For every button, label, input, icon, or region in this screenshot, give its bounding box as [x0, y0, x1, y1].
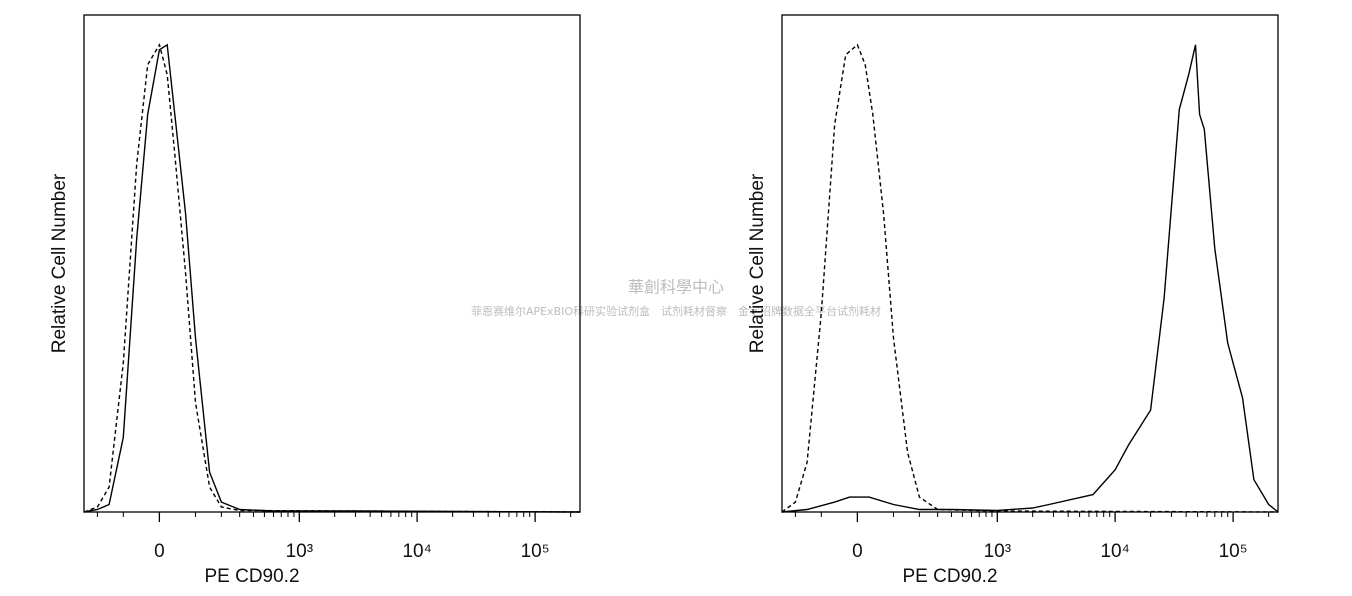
x-tick-label: 10³ [984, 541, 1011, 562]
x-axis-label: PE CD90.2 [204, 566, 299, 587]
x-axis-label: PE CD90.2 [902, 566, 997, 587]
x-tick-label: 10⁴ [1100, 541, 1129, 562]
histogram-line [83, 43, 581, 513]
plot-frame [781, 14, 1279, 513]
x-tick-label: 10⁴ [402, 541, 431, 562]
plot-frame [83, 14, 581, 513]
watermark-title: 華創科學中心 [628, 278, 724, 297]
x-tick-label: 10⁵ [1219, 541, 1248, 562]
watermark-subtitle: 菲恩赛维尔APExBIO科研实验试剂盒 试剂耗材督察 金字招牌数据全平台试剂耗材 [471, 304, 881, 318]
x-tick-label: 0 [852, 541, 863, 562]
histogram-line [781, 44, 1279, 513]
x-tick-label: 0 [154, 541, 165, 562]
y-axis-label: Relative Cell Number [49, 173, 70, 353]
x-tick-label: 10³ [286, 541, 313, 562]
panel: 0 10³ 10⁴ 10⁵ PE CD90.2 Relative Cell Number [747, 14, 1279, 587]
x-tick-label: 10⁵ [521, 541, 550, 562]
histogram-line [83, 42, 581, 513]
panel: 0 10³ 10⁴ 10⁵ PE CD90.2 Relative Cell Number [49, 14, 581, 587]
y-axis-label: Relative Cell Number [747, 173, 768, 353]
histogram-line [781, 43, 1279, 513]
